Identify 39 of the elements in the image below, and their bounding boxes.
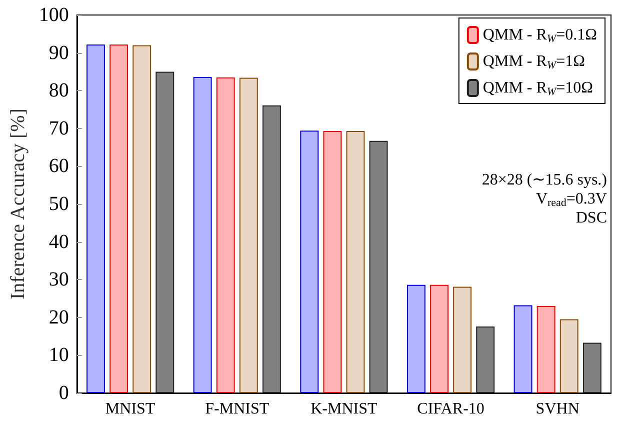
y-tick-label: 30	[48, 268, 69, 291]
annotation: DSC	[576, 210, 607, 226]
y-tick-label: 70	[48, 117, 69, 140]
y-tick-label: 90	[48, 42, 69, 64]
y-axis-title: Inference Accuracy [%]	[7, 108, 29, 300]
bar	[406, 284, 426, 393]
bar	[132, 45, 152, 393]
bar	[156, 72, 174, 393]
y-tick-label: 10	[48, 344, 69, 366]
bar	[369, 140, 388, 393]
y-tick-label: 50	[48, 193, 69, 215]
x-tick-label: CIFAR-10	[417, 400, 484, 418]
bar	[536, 306, 556, 393]
bar	[323, 131, 342, 393]
bar	[430, 284, 448, 393]
annotation: 28×28 (∼15.6 sys.)	[482, 172, 608, 188]
x-tick-label: K-MNIST	[310, 400, 378, 418]
bar	[262, 105, 281, 393]
bar	[514, 305, 532, 393]
y-tick-label: 0	[58, 382, 69, 404]
x-tick-label: MNIST	[105, 400, 156, 418]
bar	[110, 44, 128, 393]
bar	[453, 286, 472, 393]
bar	[193, 76, 212, 393]
bar	[86, 44, 105, 393]
x-tick-label: F-MNIST	[205, 400, 270, 418]
bar	[476, 326, 495, 393]
bar	[346, 131, 365, 393]
y-tick-label: 80	[48, 80, 69, 102]
bar	[300, 130, 319, 393]
y-tick-label: 60	[48, 155, 69, 178]
bar	[560, 319, 578, 393]
bar	[582, 342, 602, 393]
y-tick-label: 100	[38, 4, 69, 26]
bar	[239, 78, 258, 393]
y-tick-label: 20	[48, 306, 69, 328]
y-tick-label: 40	[48, 230, 69, 253]
x-tick-label: SVHN	[536, 400, 580, 418]
bar	[216, 77, 235, 393]
